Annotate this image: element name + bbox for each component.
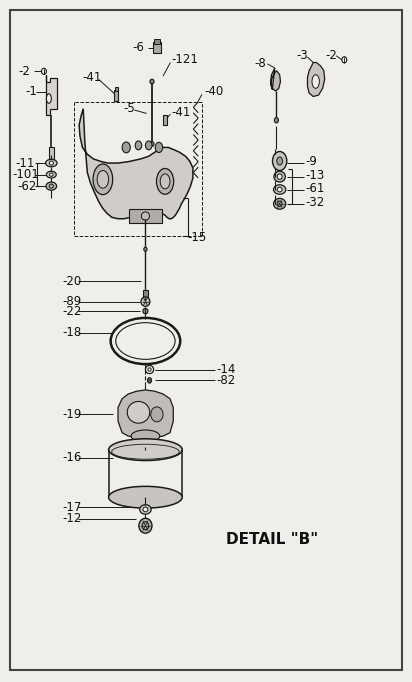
Polygon shape — [79, 108, 193, 219]
Ellipse shape — [135, 141, 142, 150]
Bar — [115, 87, 117, 91]
Ellipse shape — [274, 185, 286, 194]
Text: -41: -41 — [171, 106, 191, 119]
Polygon shape — [307, 63, 325, 96]
Text: -22: -22 — [62, 305, 81, 318]
Ellipse shape — [141, 297, 150, 306]
Ellipse shape — [274, 198, 286, 209]
Text: -9: -9 — [305, 155, 317, 168]
Ellipse shape — [97, 170, 109, 188]
Text: -121: -121 — [171, 53, 198, 65]
Bar — [154, 40, 160, 44]
Ellipse shape — [277, 187, 282, 192]
Ellipse shape — [143, 507, 148, 512]
Text: -2: -2 — [19, 65, 30, 78]
Ellipse shape — [143, 308, 148, 314]
Ellipse shape — [150, 142, 154, 147]
Ellipse shape — [49, 161, 54, 165]
Text: -8: -8 — [254, 57, 266, 70]
Ellipse shape — [142, 522, 149, 530]
Polygon shape — [118, 390, 173, 438]
Text: -11: -11 — [16, 157, 35, 170]
Ellipse shape — [139, 518, 152, 533]
Text: -19: -19 — [62, 408, 81, 421]
Ellipse shape — [46, 160, 57, 167]
Text: -12: -12 — [62, 512, 81, 525]
Text: -2: -2 — [325, 49, 337, 62]
Text: -17: -17 — [62, 501, 81, 514]
Text: -62: -62 — [17, 179, 36, 192]
Ellipse shape — [47, 171, 56, 178]
Text: -32: -32 — [305, 196, 324, 209]
Ellipse shape — [46, 182, 56, 190]
Text: -101: -101 — [13, 168, 40, 181]
Text: -61: -61 — [305, 181, 324, 194]
Ellipse shape — [155, 143, 163, 153]
Text: DETAIL "B": DETAIL "B" — [226, 532, 318, 547]
Ellipse shape — [47, 93, 52, 103]
Ellipse shape — [160, 174, 170, 189]
Text: -5: -5 — [123, 102, 135, 115]
Text: -13: -13 — [305, 168, 324, 182]
Bar — [153, 42, 161, 53]
Polygon shape — [271, 68, 281, 91]
Ellipse shape — [272, 151, 287, 170]
Ellipse shape — [109, 439, 182, 460]
Bar — [115, 90, 118, 100]
Text: -41: -41 — [82, 71, 102, 84]
Ellipse shape — [277, 157, 283, 165]
Text: -3: -3 — [296, 49, 308, 62]
Ellipse shape — [111, 318, 180, 364]
Bar — [49, 147, 54, 159]
Ellipse shape — [312, 75, 319, 89]
Ellipse shape — [274, 171, 286, 182]
Text: -18: -18 — [62, 327, 81, 340]
Ellipse shape — [145, 141, 152, 150]
Text: -15: -15 — [187, 231, 207, 244]
Ellipse shape — [277, 201, 282, 207]
Text: -16: -16 — [62, 451, 81, 464]
Text: -40: -40 — [204, 85, 223, 98]
Text: -1: -1 — [25, 85, 37, 98]
Text: -6: -6 — [132, 41, 144, 54]
Ellipse shape — [150, 79, 154, 84]
Ellipse shape — [145, 366, 154, 374]
Bar — [143, 290, 148, 297]
Ellipse shape — [147, 378, 152, 383]
Text: -20: -20 — [62, 275, 81, 288]
Ellipse shape — [141, 212, 150, 220]
Ellipse shape — [127, 402, 150, 424]
Text: -82: -82 — [216, 374, 236, 387]
FancyBboxPatch shape — [10, 10, 402, 670]
Ellipse shape — [49, 184, 54, 188]
Text: -14: -14 — [216, 363, 236, 376]
Ellipse shape — [140, 505, 151, 514]
Ellipse shape — [49, 173, 53, 176]
Ellipse shape — [274, 117, 279, 123]
Ellipse shape — [144, 248, 147, 252]
Ellipse shape — [151, 407, 163, 422]
Ellipse shape — [122, 142, 130, 153]
Ellipse shape — [116, 323, 175, 359]
Ellipse shape — [157, 168, 174, 194]
Ellipse shape — [109, 486, 182, 508]
Bar — [129, 209, 162, 224]
Polygon shape — [46, 75, 56, 115]
Ellipse shape — [277, 174, 282, 179]
Ellipse shape — [93, 164, 113, 194]
Ellipse shape — [131, 430, 160, 442]
Bar — [164, 115, 167, 125]
Text: -89: -89 — [62, 295, 81, 308]
